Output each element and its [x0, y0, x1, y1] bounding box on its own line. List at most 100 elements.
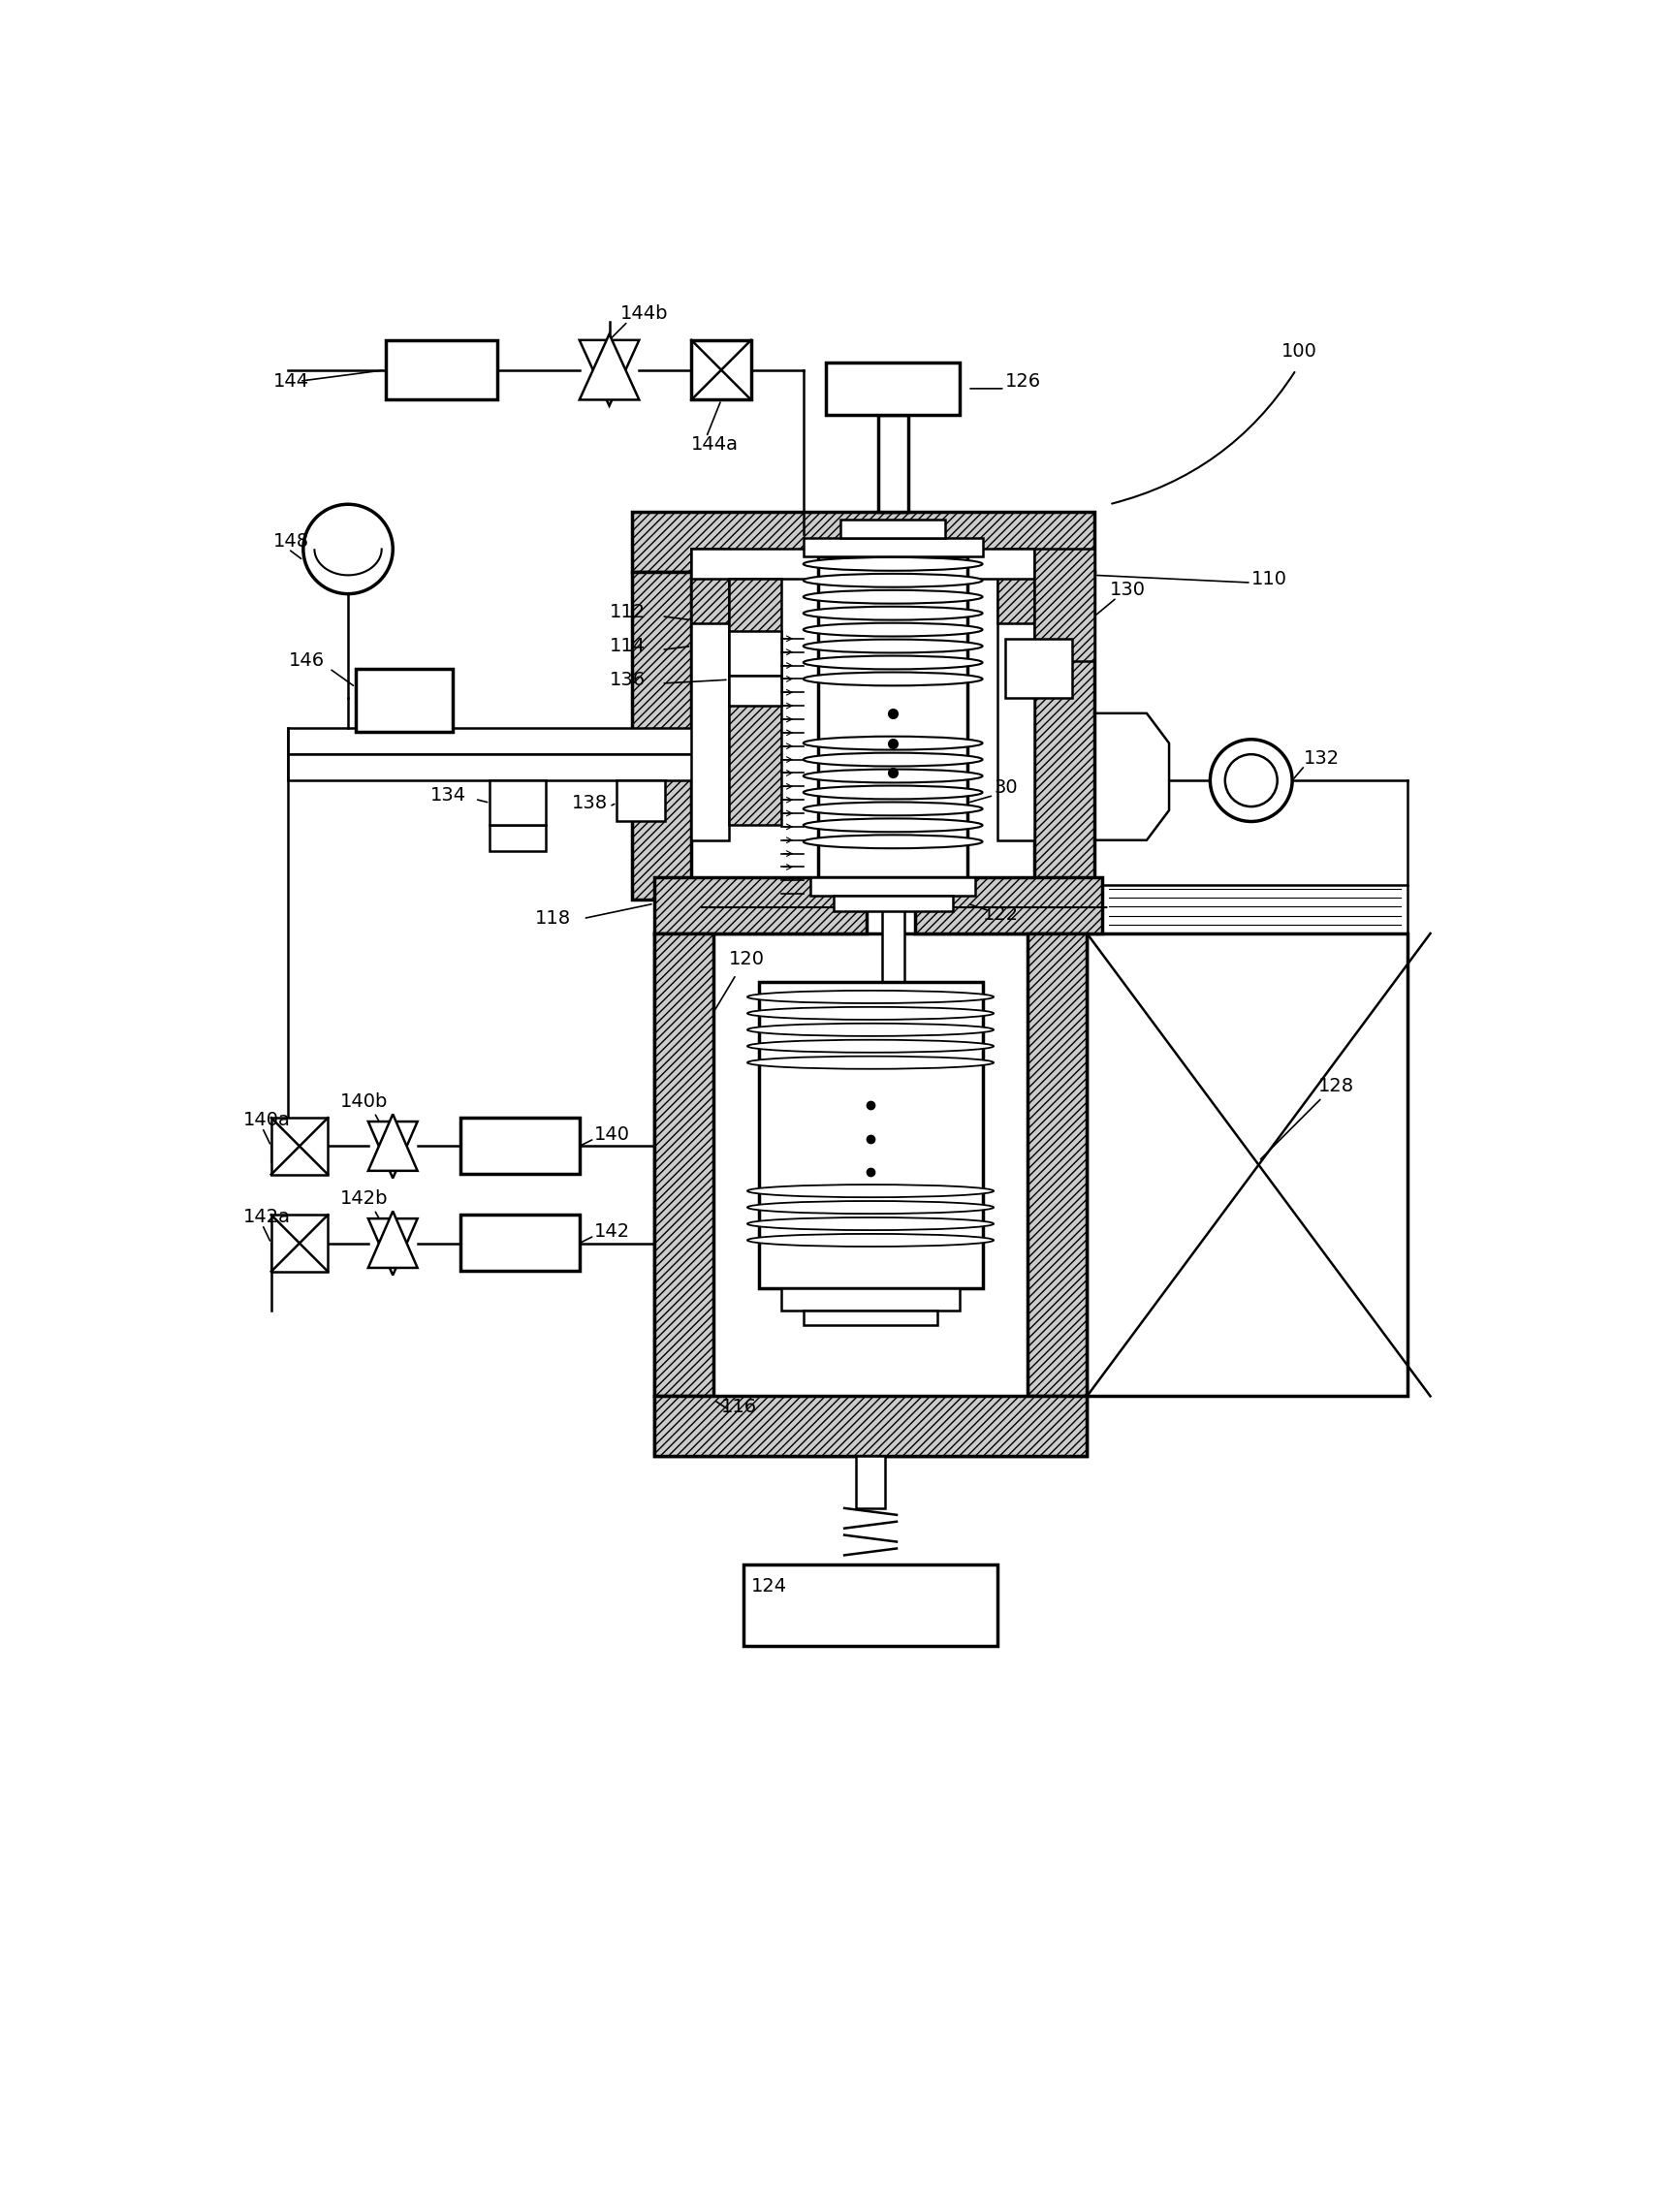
Ellipse shape — [803, 624, 982, 637]
Ellipse shape — [803, 591, 982, 604]
Bar — [826, 363, 960, 414]
Text: 128: 128 — [1319, 1077, 1354, 1095]
Text: 144b: 144b — [620, 305, 669, 323]
Polygon shape — [580, 341, 639, 405]
Bar — [1034, 549, 1094, 661]
Ellipse shape — [747, 1201, 994, 1214]
Ellipse shape — [803, 770, 982, 783]
Bar — [692, 549, 729, 841]
Bar — [781, 1287, 960, 1310]
Ellipse shape — [803, 803, 982, 816]
Ellipse shape — [747, 991, 994, 1004]
Text: 136: 136 — [610, 670, 645, 688]
Ellipse shape — [803, 573, 982, 586]
Bar — [744, 1564, 997, 1646]
Bar — [882, 878, 903, 1026]
Bar — [826, 690, 960, 737]
Text: 142b: 142b — [340, 1190, 389, 1208]
Text: 130: 130 — [1110, 582, 1145, 599]
Bar — [632, 511, 1094, 571]
Bar — [617, 781, 665, 821]
Text: 142a: 142a — [243, 1208, 292, 1225]
Text: 140b: 140b — [340, 1093, 389, 1110]
Text: 126: 126 — [1006, 372, 1041, 389]
Bar — [1027, 933, 1088, 1396]
Text: 124: 124 — [751, 1577, 788, 1595]
Ellipse shape — [803, 834, 982, 849]
Bar — [489, 781, 546, 825]
Text: 134: 134 — [431, 785, 466, 805]
Text: 138: 138 — [572, 794, 608, 812]
Bar — [459, 1214, 580, 1272]
Bar — [632, 571, 692, 900]
Bar — [272, 1214, 328, 1272]
Bar — [654, 1396, 1088, 1455]
Bar — [818, 557, 967, 878]
Bar — [355, 668, 453, 732]
Ellipse shape — [803, 639, 982, 653]
Ellipse shape — [803, 737, 982, 750]
Bar — [811, 878, 975, 896]
Polygon shape — [1088, 933, 1408, 1396]
Bar — [1034, 571, 1094, 900]
Bar — [1006, 639, 1073, 699]
Bar — [385, 341, 498, 400]
Polygon shape — [369, 1212, 417, 1267]
Circle shape — [1210, 739, 1292, 821]
Circle shape — [1225, 754, 1277, 807]
Bar — [997, 549, 1034, 624]
Bar — [855, 1455, 885, 1509]
Text: 112: 112 — [610, 604, 645, 622]
Text: 146: 146 — [288, 653, 325, 670]
Bar — [729, 630, 781, 677]
Ellipse shape — [803, 557, 982, 571]
Bar — [272, 1117, 328, 1175]
Text: 100: 100 — [1280, 343, 1317, 361]
Bar — [763, 1082, 979, 1179]
Ellipse shape — [747, 1040, 994, 1053]
Text: 30: 30 — [994, 779, 1017, 796]
Bar — [654, 878, 866, 933]
Ellipse shape — [803, 752, 982, 765]
Bar — [729, 677, 781, 706]
Ellipse shape — [803, 818, 982, 832]
Bar — [915, 878, 1101, 933]
Text: 122: 122 — [982, 905, 1019, 925]
Ellipse shape — [747, 1024, 994, 1035]
Text: 110: 110 — [1252, 571, 1287, 588]
Bar — [288, 728, 729, 754]
Text: 144a: 144a — [692, 436, 739, 453]
Text: 114: 114 — [610, 637, 645, 655]
Bar — [288, 754, 729, 781]
Ellipse shape — [803, 655, 982, 670]
Bar — [692, 341, 751, 400]
Ellipse shape — [747, 1186, 994, 1197]
Ellipse shape — [747, 1055, 994, 1068]
Bar — [803, 1310, 937, 1325]
Bar — [489, 825, 546, 852]
Bar — [803, 538, 982, 557]
Polygon shape — [580, 334, 639, 400]
Text: 144: 144 — [273, 372, 310, 389]
Bar — [654, 933, 1088, 1455]
Bar — [729, 580, 781, 825]
Ellipse shape — [747, 1217, 994, 1230]
Polygon shape — [369, 1121, 417, 1179]
Ellipse shape — [803, 785, 982, 799]
Ellipse shape — [747, 1006, 994, 1020]
Text: 140: 140 — [595, 1126, 630, 1144]
Bar — [692, 549, 729, 624]
Bar — [654, 933, 714, 1396]
Text: 140a: 140a — [243, 1110, 292, 1130]
Bar — [833, 896, 952, 911]
Bar — [692, 549, 1034, 580]
Text: 142: 142 — [595, 1223, 630, 1241]
Text: 120: 120 — [729, 951, 764, 969]
Text: 132: 132 — [1304, 750, 1339, 768]
Bar — [841, 520, 945, 538]
Text: 148: 148 — [273, 533, 310, 551]
Bar — [459, 1117, 580, 1175]
Bar — [878, 414, 908, 511]
Text: 116: 116 — [721, 1398, 758, 1416]
Circle shape — [303, 504, 392, 593]
